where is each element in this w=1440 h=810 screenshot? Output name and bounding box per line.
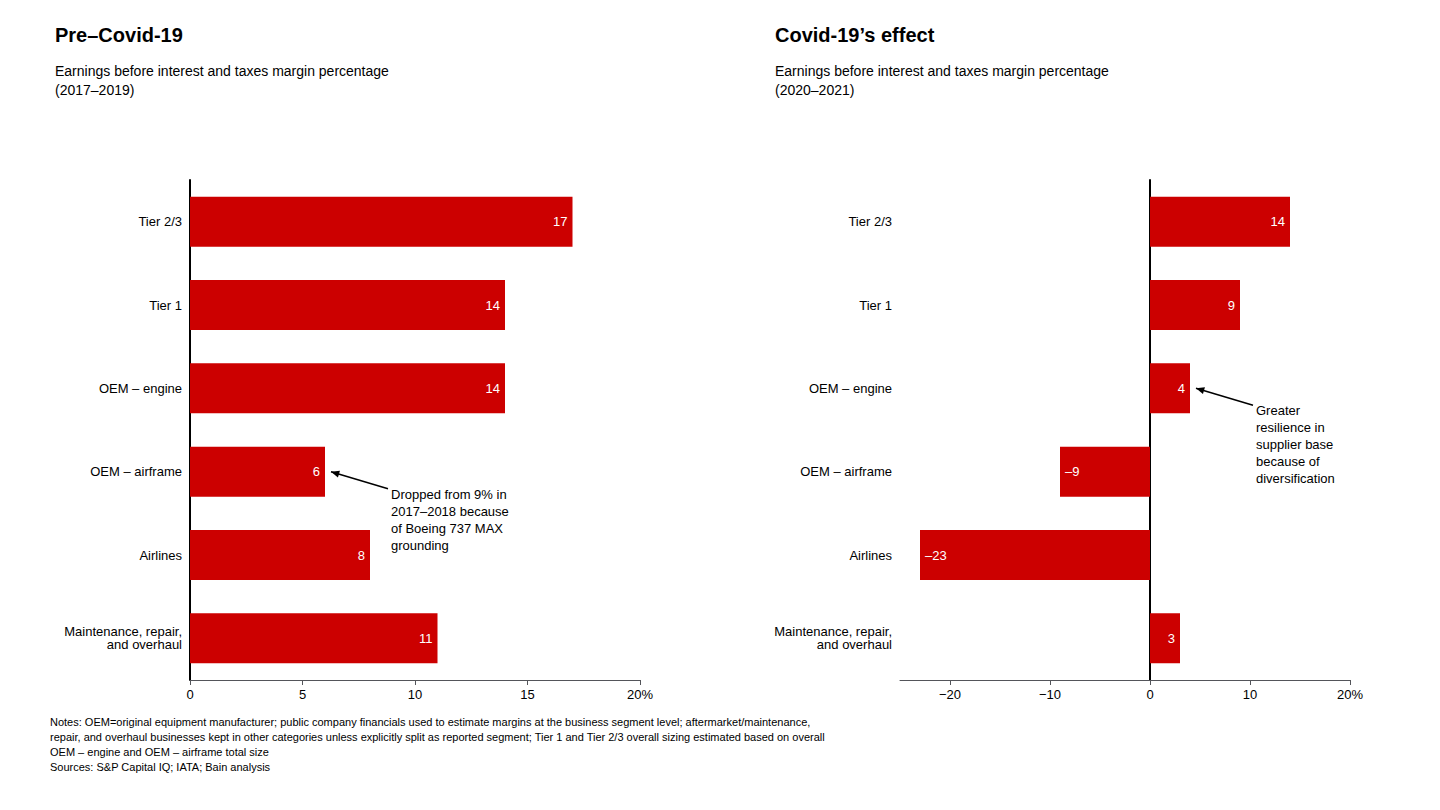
svg-text:9: 9 xyxy=(1228,298,1235,313)
svg-text:because of: because of xyxy=(1256,454,1320,469)
svg-text:grounding: grounding xyxy=(391,538,449,553)
svg-text:20%: 20% xyxy=(627,687,653,702)
svg-text:–9: –9 xyxy=(1065,464,1079,479)
svg-text:OEM – airframe: OEM – airframe xyxy=(90,464,182,479)
svg-text:(2017–2019): (2017–2019) xyxy=(55,82,134,98)
svg-text:10: 10 xyxy=(408,687,422,702)
svg-text:Tier 1: Tier 1 xyxy=(149,298,182,313)
svg-text:Tier 2/3: Tier 2/3 xyxy=(848,214,892,229)
svg-text:OEM – engine and OEM – airfram: OEM – engine and OEM – airframe total si… xyxy=(50,746,269,758)
svg-text:repair, and overhaul businesse: repair, and overhaul businesses kept in … xyxy=(50,731,825,743)
svg-text:OEM – engine: OEM – engine xyxy=(809,381,892,396)
svg-text:–23: –23 xyxy=(925,548,947,563)
svg-text:Tier 1: Tier 1 xyxy=(859,298,892,313)
svg-text:0: 0 xyxy=(1146,687,1153,702)
svg-text:2017–2018 because: 2017–2018 because xyxy=(391,504,509,519)
svg-text:−20: −20 xyxy=(939,687,961,702)
svg-text:Airlines: Airlines xyxy=(849,548,892,563)
svg-text:4: 4 xyxy=(1178,381,1185,396)
svg-text:Sources: S&P Capital IQ; IATA;: Sources: S&P Capital IQ; IATA; Bain anal… xyxy=(50,761,271,773)
svg-text:20%: 20% xyxy=(1337,687,1363,702)
svg-text:OEM – engine: OEM – engine xyxy=(99,381,182,396)
svg-text:Covid-19’s effect: Covid-19’s effect xyxy=(775,24,935,46)
svg-text:14: 14 xyxy=(486,298,500,313)
svg-text:diversification: diversification xyxy=(1256,471,1335,486)
svg-text:Pre–Covid-19: Pre–Covid-19 xyxy=(55,24,183,46)
svg-text:resilience in: resilience in xyxy=(1256,420,1325,435)
svg-text:Tier 2/3: Tier 2/3 xyxy=(138,214,182,229)
svg-text:11: 11 xyxy=(419,631,433,646)
svg-text:−10: −10 xyxy=(1039,687,1061,702)
svg-text:and overhaul: and overhaul xyxy=(107,637,182,652)
svg-text:of Boeing 737 MAX: of Boeing 737 MAX xyxy=(391,521,503,536)
svg-text:Notes: OEM=original equipment: Notes: OEM=original equipment manufactur… xyxy=(50,716,810,728)
svg-text:Earnings before interest and t: Earnings before interest and taxes margi… xyxy=(55,63,389,79)
svg-text:Airlines: Airlines xyxy=(139,548,182,563)
svg-text:Dropped from 9% in: Dropped from 9% in xyxy=(391,487,507,502)
svg-text:0: 0 xyxy=(186,687,193,702)
svg-text:and overhaul: and overhaul xyxy=(817,637,892,652)
svg-text:3: 3 xyxy=(1168,631,1175,646)
svg-text:8: 8 xyxy=(358,548,365,563)
svg-text:14: 14 xyxy=(486,381,500,396)
svg-text:Maintenance, repair,: Maintenance, repair, xyxy=(64,624,182,640)
svg-text:(2020–2021): (2020–2021) xyxy=(775,82,854,98)
svg-text:6: 6 xyxy=(313,464,320,479)
svg-text:supplier base: supplier base xyxy=(1256,437,1333,452)
svg-text:OEM – airframe: OEM – airframe xyxy=(800,464,892,479)
svg-text:10: 10 xyxy=(1243,687,1257,702)
svg-text:Earnings before interest and t: Earnings before interest and taxes margi… xyxy=(775,63,1109,79)
svg-text:17: 17 xyxy=(553,214,567,229)
svg-text:5: 5 xyxy=(299,687,306,702)
svg-text:15: 15 xyxy=(520,687,534,702)
svg-text:Greater: Greater xyxy=(1256,403,1301,418)
svg-text:14: 14 xyxy=(1271,214,1285,229)
svg-text:Maintenance, repair,: Maintenance, repair, xyxy=(774,624,892,640)
